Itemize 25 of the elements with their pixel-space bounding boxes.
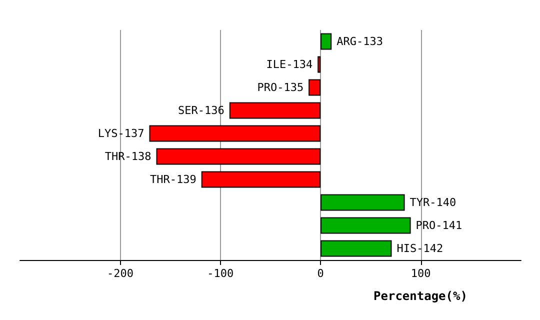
bar	[320, 33, 332, 50]
y-tick-label: TYR-140	[410, 196, 456, 209]
y-tick-label: THR-139	[150, 173, 196, 186]
bar	[308, 79, 321, 96]
x-tick-label: -100	[207, 267, 234, 280]
y-tick-label: ARG-133	[336, 35, 383, 48]
bar	[318, 56, 321, 73]
y-tick-label: PRO-135	[257, 81, 304, 94]
y-tick-label: HIS-142	[396, 242, 444, 255]
bar	[201, 171, 321, 188]
y-tick-label: SER-136	[178, 104, 224, 117]
bar	[156, 148, 321, 165]
bar	[229, 102, 321, 119]
y-tick-label: PRO-141	[416, 219, 462, 232]
x-tick-label: 0	[317, 267, 324, 280]
bar	[320, 217, 411, 234]
y-tick-label: LYS-137	[98, 127, 144, 140]
x-tick-label: -200	[106, 267, 134, 280]
bar	[320, 240, 392, 257]
y-tick-label: THR-138	[104, 150, 152, 163]
x-tick-label: 100	[410, 267, 431, 280]
x-axis-title: Percentage(%)	[374, 289, 468, 303]
bar	[149, 125, 321, 142]
y-tick-label: ILE-134	[266, 58, 313, 71]
bar	[320, 194, 405, 211]
